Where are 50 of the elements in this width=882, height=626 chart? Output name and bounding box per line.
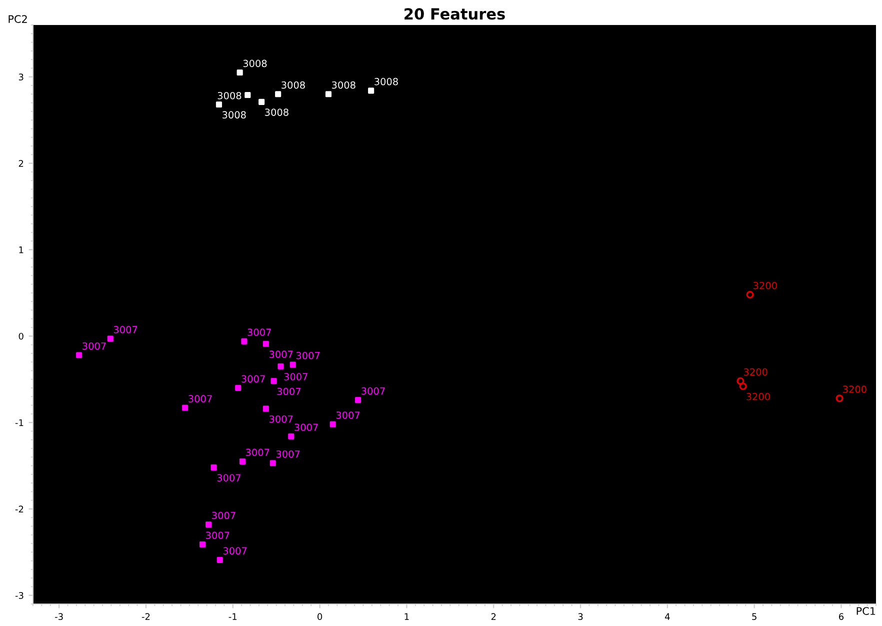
y-tick-label: 3 bbox=[18, 74, 24, 80]
text: 3008 bbox=[243, 60, 267, 68]
y-tick-label: 1 bbox=[19, 246, 24, 254]
text: 3200 bbox=[843, 386, 866, 393]
text: 3007 bbox=[294, 424, 318, 431]
text: 3008 bbox=[282, 81, 305, 89]
x-tick-label: 5 bbox=[752, 613, 756, 620]
text: 3007 bbox=[284, 373, 308, 380]
text: 3007 bbox=[223, 547, 247, 555]
x-tick-label: -3 bbox=[55, 613, 63, 620]
text: 3007 bbox=[248, 328, 271, 336]
text: 3007 bbox=[242, 375, 265, 383]
y-tick-label: 0 bbox=[18, 332, 24, 340]
y-tick-label: -2 bbox=[15, 506, 24, 512]
x-tick-label: -2 bbox=[142, 613, 150, 620]
text: 3008 bbox=[332, 81, 356, 89]
text: 3007 bbox=[246, 448, 270, 456]
x-tick-label: 4 bbox=[664, 613, 670, 620]
text: 3007 bbox=[269, 350, 293, 358]
x-tick-label: 6 bbox=[838, 613, 844, 620]
text: 3007 bbox=[114, 326, 138, 334]
text: 3007 bbox=[206, 532, 230, 539]
text: 3007 bbox=[217, 474, 240, 482]
series-label: 3007 bbox=[82, 342, 106, 350]
text: 3007 bbox=[212, 512, 236, 520]
y-axis-title: PC2 bbox=[8, 15, 27, 23]
text: 3008 bbox=[374, 78, 398, 86]
text: 3008 bbox=[265, 108, 288, 116]
y-tick-label: 2 bbox=[18, 160, 24, 167]
text: 3007 bbox=[277, 388, 300, 396]
text: 3200 bbox=[746, 392, 770, 400]
text: 3007 bbox=[269, 415, 293, 423]
x-tick-label: 1 bbox=[404, 613, 409, 620]
text: 3007 bbox=[362, 387, 385, 395]
chart-title: 20 Features bbox=[404, 8, 505, 20]
x-tick-label: -1 bbox=[228, 613, 237, 620]
text: 3007 bbox=[188, 395, 212, 402]
x-tick-label: 2 bbox=[491, 613, 496, 620]
y-tick-label: -1 bbox=[15, 419, 24, 426]
series-label: 3008 bbox=[218, 92, 242, 100]
text: 3007 bbox=[276, 450, 300, 458]
text: 3008 bbox=[222, 111, 246, 119]
x-tick-label: 3 bbox=[578, 613, 583, 620]
text: 3007 bbox=[296, 352, 320, 360]
y-tick-label: -3 bbox=[15, 592, 24, 599]
text: 3200 bbox=[754, 282, 777, 290]
series-label: 3200 bbox=[744, 368, 768, 376]
text: 3007 bbox=[336, 411, 360, 419]
x-tick-label: 0 bbox=[318, 613, 322, 620]
x-axis-title: PC1 bbox=[856, 607, 876, 615]
